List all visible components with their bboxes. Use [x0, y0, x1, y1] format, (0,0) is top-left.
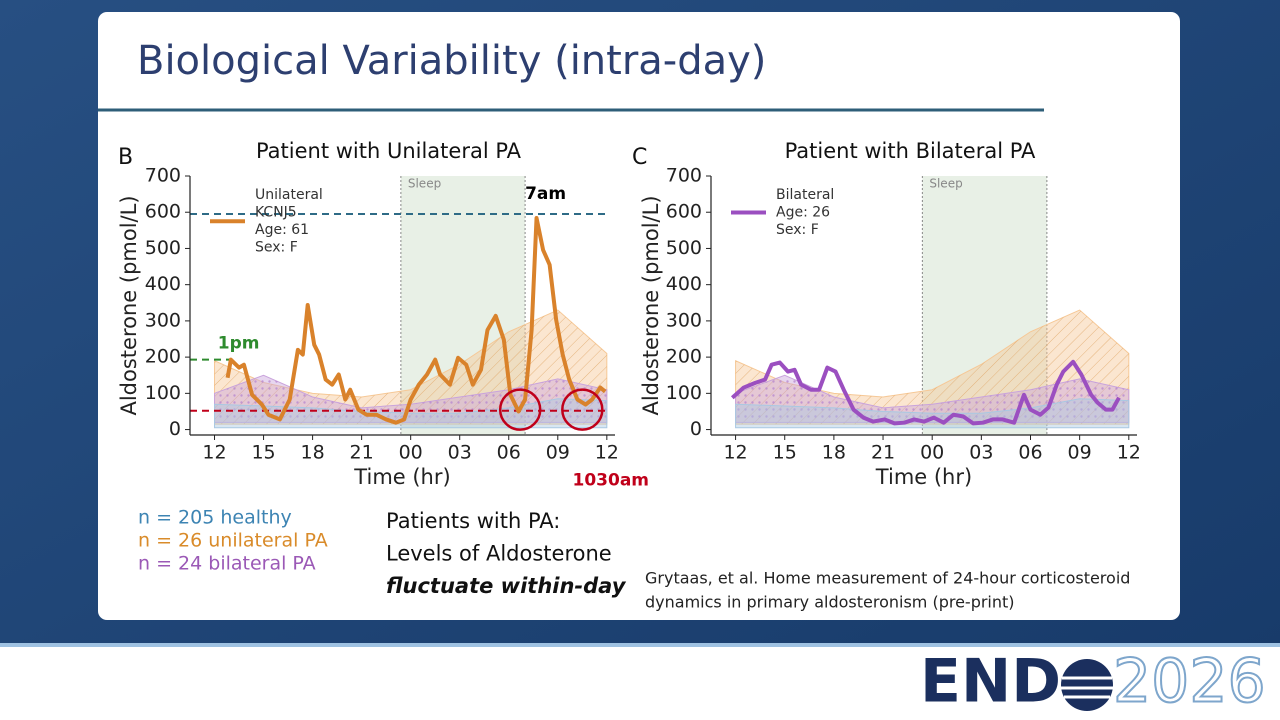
legend-note: KCNJ5 [255, 205, 297, 221]
y-tick-label: 400 [145, 273, 181, 295]
citation-line: dynamics in primary aldosteronism (pre-p… [645, 593, 1015, 612]
logo-left: END [920, 647, 1061, 717]
chart-title: Patient with Unilateral PA [256, 139, 522, 163]
logo-globe-stripes [1061, 676, 1113, 699]
x-axis-label: Time (hr) [353, 465, 450, 489]
legend-note: Age: 61 [255, 222, 309, 238]
citation-line: Grytaas, et al. Home measurement of 24-h… [645, 569, 1130, 588]
legend-note: Sex: F [776, 222, 819, 238]
y-tick-label: 0 [169, 418, 181, 440]
y-tick-label: 600 [666, 201, 702, 223]
x-tick-label: 21 [871, 442, 895, 464]
y-tick-label: 700 [145, 165, 181, 187]
y-tick-label: 300 [666, 309, 702, 331]
chart: C Patient with Bilateral PA Sleep Bilateral… [632, 139, 1141, 489]
y-tick-label: 200 [666, 346, 702, 368]
cohort-label: n = 24 bilateral PA [138, 553, 316, 575]
range-band [735, 398, 1130, 429]
x-tick-label: 18 [822, 442, 846, 464]
cohort-label: n = 205 healthy [138, 507, 292, 529]
highlight-circle [498, 388, 542, 431]
highlight-circle [561, 388, 604, 431]
chart-title: Patient with Bilateral PA [785, 139, 1036, 163]
legend-note: Sex: F [255, 240, 298, 256]
content-card [98, 12, 1180, 620]
logo: END 2026 [920, 646, 1267, 718]
y-tick-label: 0 [690, 418, 702, 440]
x-tick-label: 12 [202, 442, 226, 464]
reference-label: 7am [525, 184, 566, 204]
y-tick-label: 700 [666, 165, 702, 187]
panel-letter: C [632, 145, 647, 170]
y-tick-label: 100 [145, 382, 181, 404]
chart: B Patient with Unilateral PA Sleep 7am 1pm 10… [117, 139, 649, 491]
cohort-label: n = 26 unilateral PA [138, 530, 328, 552]
y-axis-label: Aldosterone (pmol/L) [639, 195, 663, 415]
y-tick-label: 300 [145, 309, 181, 331]
y-tick-label: 100 [666, 382, 702, 404]
x-tick-label: 15 [251, 442, 275, 464]
y-tick-label: 500 [666, 237, 702, 259]
panel-letter: B [118, 145, 133, 170]
sleep-label: Sleep [929, 177, 962, 191]
data-line [730, 359, 1121, 426]
sleep-label: Sleep [408, 177, 441, 191]
y-tick-label: 200 [145, 346, 181, 368]
takeaway-line: Patients with PA: [386, 509, 560, 533]
x-tick-label: 09 [1068, 442, 1092, 464]
x-tick-label: 12 [595, 442, 619, 464]
x-tick-label: 03 [969, 442, 993, 464]
takeaway-line: Levels of Aldosterone [386, 542, 612, 566]
y-tick-label: 400 [666, 273, 702, 295]
y-axis-label: Aldosterone (pmol/L) [117, 195, 141, 415]
logo-right: 2026 [1113, 647, 1266, 717]
x-tick-label: 00 [399, 442, 423, 464]
reference-label: 1030am [573, 471, 650, 491]
takeaway-line: fluctuate within-day [386, 574, 627, 598]
x-tick-label: 06 [1018, 442, 1042, 464]
reference-label: 1pm [218, 334, 260, 354]
x-tick-label: 12 [1117, 442, 1141, 464]
logo-globe [1061, 659, 1113, 711]
y-tick-label: 600 [145, 201, 181, 223]
legend-label: Unilateral [255, 187, 323, 203]
x-tick-label: 21 [350, 442, 374, 464]
legend-label: Bilateral [776, 187, 834, 203]
x-tick-label: 09 [546, 442, 570, 464]
slide-title: Biological Variability (intra-day) [137, 38, 766, 84]
legend-note: Age: 26 [776, 205, 830, 221]
y-tick-label: 500 [145, 237, 181, 259]
x-tick-label: 12 [723, 442, 747, 464]
x-tick-label: 00 [920, 442, 944, 464]
x-axis-label: Time (hr) [875, 465, 972, 489]
x-tick-label: 03 [448, 442, 472, 464]
x-tick-label: 18 [301, 442, 325, 464]
x-tick-label: 06 [497, 442, 521, 464]
x-tick-label: 15 [773, 442, 797, 464]
data-line [225, 216, 607, 425]
